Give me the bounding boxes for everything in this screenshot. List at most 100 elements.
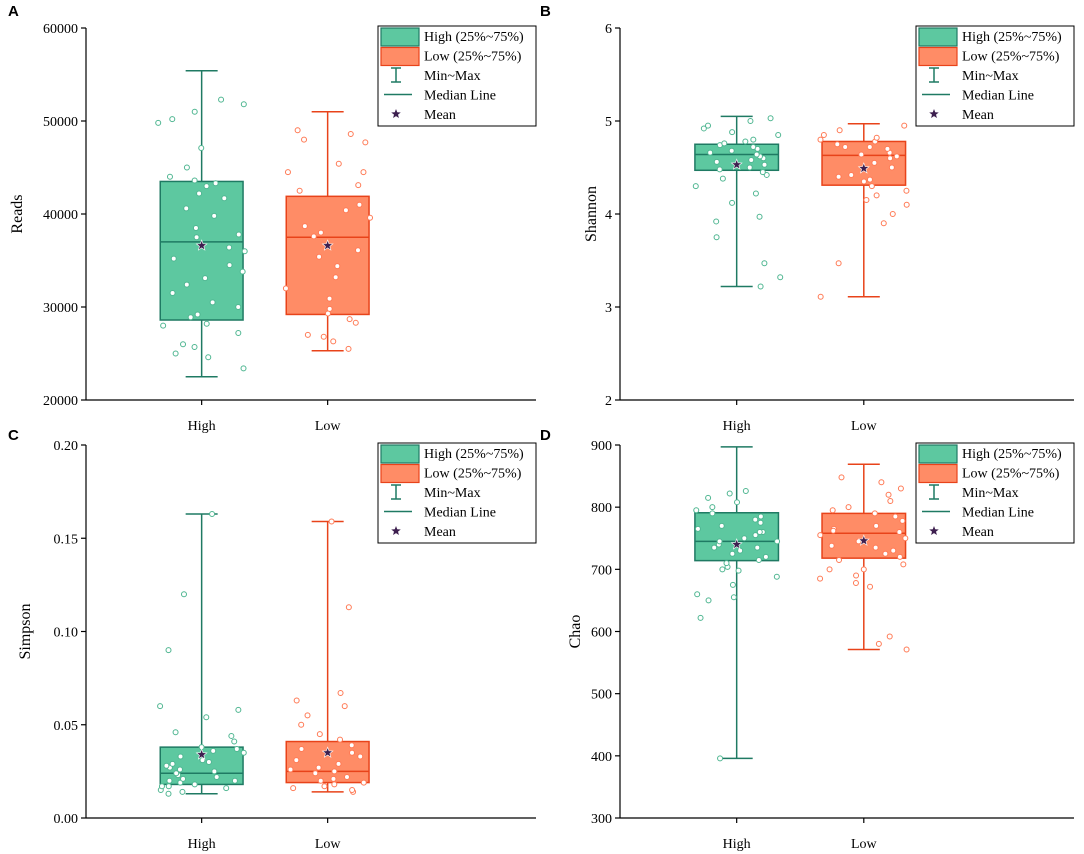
data-point	[886, 633, 893, 640]
data-point	[321, 783, 328, 790]
data-point	[723, 560, 730, 567]
data-point	[169, 760, 176, 767]
legend-label: Mean	[962, 108, 994, 123]
legend-minmax-icon	[391, 484, 401, 500]
data-point	[729, 550, 736, 557]
y-tick-label: 5	[605, 115, 612, 130]
data-point	[315, 764, 322, 771]
data-point	[191, 343, 198, 350]
data-point	[872, 544, 879, 551]
panel-c: C 0.00 0.05 0.10 0.15 0.20 High Low Simpson High …	[8, 427, 537, 852]
legend-label: Mean	[962, 525, 994, 540]
legend-low-swatch	[918, 463, 958, 484]
data-point	[233, 746, 240, 752]
legend-high-swatch	[918, 444, 958, 464]
data-point	[885, 491, 892, 498]
y-tick-label: 0.05	[54, 719, 79, 734]
legend-mean-icon	[391, 109, 401, 119]
data-point	[767, 115, 774, 122]
data-point	[221, 195, 228, 202]
mean-star	[321, 746, 334, 758]
data-point	[169, 116, 176, 123]
legend-label: Low (25%~75%)	[424, 467, 522, 482]
legend-label: High (25%~75%)	[424, 30, 524, 45]
data-point	[873, 192, 880, 199]
data-point	[750, 136, 757, 143]
data-point	[355, 182, 362, 189]
data-point	[180, 775, 187, 782]
data-point	[902, 535, 909, 542]
legend-label: Median Line	[424, 506, 496, 521]
data-point	[213, 773, 220, 780]
y-tick-label: 300	[591, 812, 612, 827]
legend-label: High (25%~75%)	[962, 447, 1062, 462]
data-point	[757, 519, 764, 526]
data-point	[346, 316, 353, 323]
data-point	[903, 187, 910, 194]
data-point	[310, 233, 317, 240]
legend-low-swatch	[380, 463, 420, 484]
data-point	[697, 614, 704, 621]
data-point	[726, 490, 733, 497]
series-high	[155, 70, 248, 378]
data-point	[294, 127, 301, 134]
data-point	[360, 169, 367, 176]
data-point	[754, 544, 761, 551]
data-point	[900, 561, 907, 568]
data-point	[218, 96, 225, 103]
legend-label: High (25%~75%)	[962, 30, 1062, 45]
data-point	[169, 290, 176, 297]
data-point	[235, 706, 242, 713]
data-point	[705, 122, 711, 129]
data-point	[326, 295, 333, 302]
mean-star	[195, 239, 208, 251]
data-point	[762, 553, 769, 560]
data-point	[345, 345, 352, 352]
x-tick-label: High	[723, 837, 751, 852]
data-point	[209, 511, 216, 517]
data-point	[187, 314, 194, 321]
legend-label: Median Line	[962, 506, 1034, 521]
data-point	[705, 597, 712, 604]
legend-high-swatch	[380, 27, 420, 47]
y-axis-title: Reads	[9, 194, 26, 233]
data-point	[761, 260, 768, 267]
data-point	[349, 749, 356, 756]
legend-label: Mean	[424, 108, 456, 123]
mean-star	[195, 748, 208, 760]
data-point	[709, 504, 716, 511]
data-point	[331, 781, 338, 788]
data-point	[755, 557, 762, 564]
legend-low-swatch	[380, 46, 420, 67]
data-point	[888, 164, 895, 171]
data-point	[729, 581, 736, 588]
data-point	[713, 218, 720, 225]
data-point	[721, 140, 728, 147]
y-tick-label: 600	[591, 626, 612, 641]
series-high	[157, 511, 247, 797]
data-point	[694, 525, 701, 532]
data-point	[716, 538, 723, 545]
data-point	[332, 274, 339, 281]
data-point	[836, 557, 843, 564]
data-point	[170, 255, 177, 262]
data-point	[240, 101, 247, 108]
data-point	[212, 180, 219, 187]
data-point	[817, 532, 824, 539]
series-low	[817, 463, 910, 653]
data-point	[693, 507, 700, 514]
y-tick-label: 20000	[43, 394, 78, 409]
data-point	[301, 136, 308, 143]
data-point	[240, 749, 247, 756]
data-point	[893, 153, 900, 160]
panel-letter: C	[8, 427, 19, 444]
x-tick-label: Low	[315, 837, 342, 852]
data-point	[335, 760, 342, 767]
data-point	[882, 550, 889, 557]
data-point	[173, 770, 180, 777]
series-low	[285, 518, 370, 795]
data-point	[817, 136, 824, 143]
data-point	[719, 175, 726, 182]
data-point	[317, 777, 324, 784]
data-point	[734, 499, 741, 506]
